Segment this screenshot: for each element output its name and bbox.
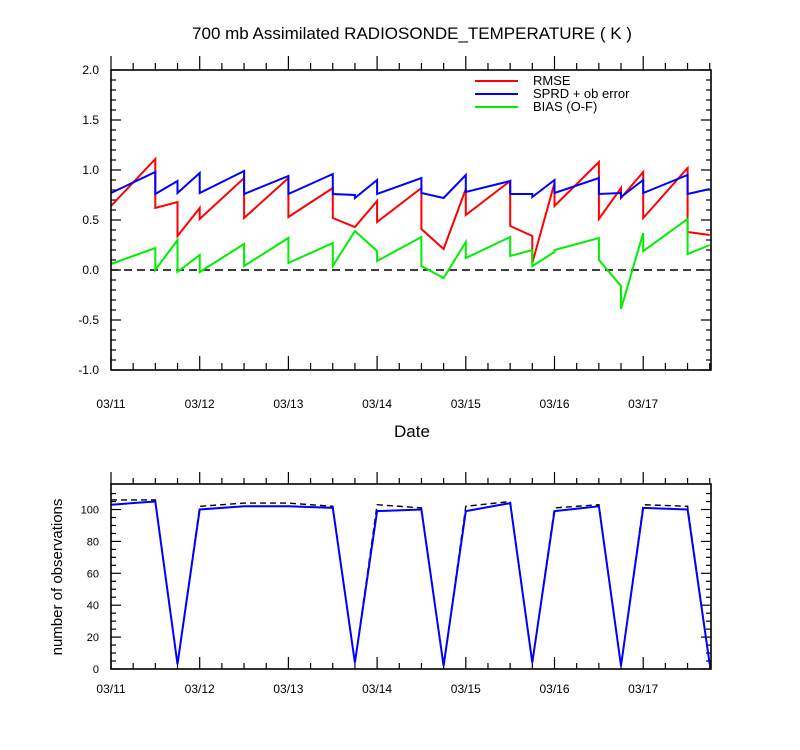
top-panel: 03/11 03/12 03/13 03/14 03/15 03/16 03/17 -1.0 -… xyxy=(78,56,712,411)
x-tick-label: 03/15 xyxy=(451,397,481,411)
legend-label: RMSE xyxy=(533,73,571,88)
y-tick-label: 20 xyxy=(87,632,99,644)
y-tick-label: 2.0 xyxy=(82,63,99,77)
x-tick-label: 03/14 xyxy=(362,397,392,411)
bottom-panel: 03/11 03/12 03/13 03/14 03/15 03/16 03/17 0 20 40… xyxy=(81,472,712,696)
series-line-sprd-ob-error xyxy=(110,169,710,201)
series-line-bias-o-f xyxy=(110,217,711,310)
x-tick-label: 03/11 xyxy=(96,397,125,411)
observations-solid-line xyxy=(110,500,711,666)
y-tick-label: 100 xyxy=(81,505,99,517)
x-tick-label: 03/16 xyxy=(539,682,569,696)
series-line-rmse xyxy=(110,156,710,264)
x-tick-label: 03/12 xyxy=(185,682,215,696)
y-tick-label: 1.0 xyxy=(82,163,99,177)
y-tick-label: 60 xyxy=(87,568,99,580)
x-tick-label: 03/14 xyxy=(362,682,392,696)
x-tick-label: 03/13 xyxy=(273,397,303,411)
y-tick-label: -0.5 xyxy=(78,313,99,327)
y-tick-label: 40 xyxy=(87,600,99,612)
chart-title: 700 mb Assimilated RADIOSONDE_TEMPERATUR… xyxy=(192,24,632,43)
x-tick-label: 03/11 xyxy=(96,682,125,696)
y-tick-label: -1.0 xyxy=(78,363,99,377)
x-tick-label: 03/17 xyxy=(628,682,658,696)
top-plot-frame xyxy=(110,69,712,371)
x-tick-label: 03/13 xyxy=(273,682,303,696)
x-tick-label: 03/15 xyxy=(451,682,481,696)
y-tick-label: 1.5 xyxy=(82,113,99,127)
x-axis-title: Date xyxy=(394,422,430,441)
x-tick-label: 03/16 xyxy=(539,397,569,411)
y-tick-label: 0.5 xyxy=(82,213,99,227)
bottom-plot-frame xyxy=(110,483,712,670)
x-tick-label: 03/17 xyxy=(628,397,658,411)
x-tick-label: 03/12 xyxy=(185,397,215,411)
y-tick-label: 0 xyxy=(93,664,99,676)
legend-label: BIAS (O-F) xyxy=(533,99,597,114)
observations-dashed-line xyxy=(111,499,711,666)
y-tick-label: 80 xyxy=(87,536,99,548)
y-axis-title-observations: number of observations xyxy=(49,499,66,656)
legend-label: SPRD + ob error xyxy=(533,86,630,101)
y-tick-label: 0.0 xyxy=(82,263,99,277)
